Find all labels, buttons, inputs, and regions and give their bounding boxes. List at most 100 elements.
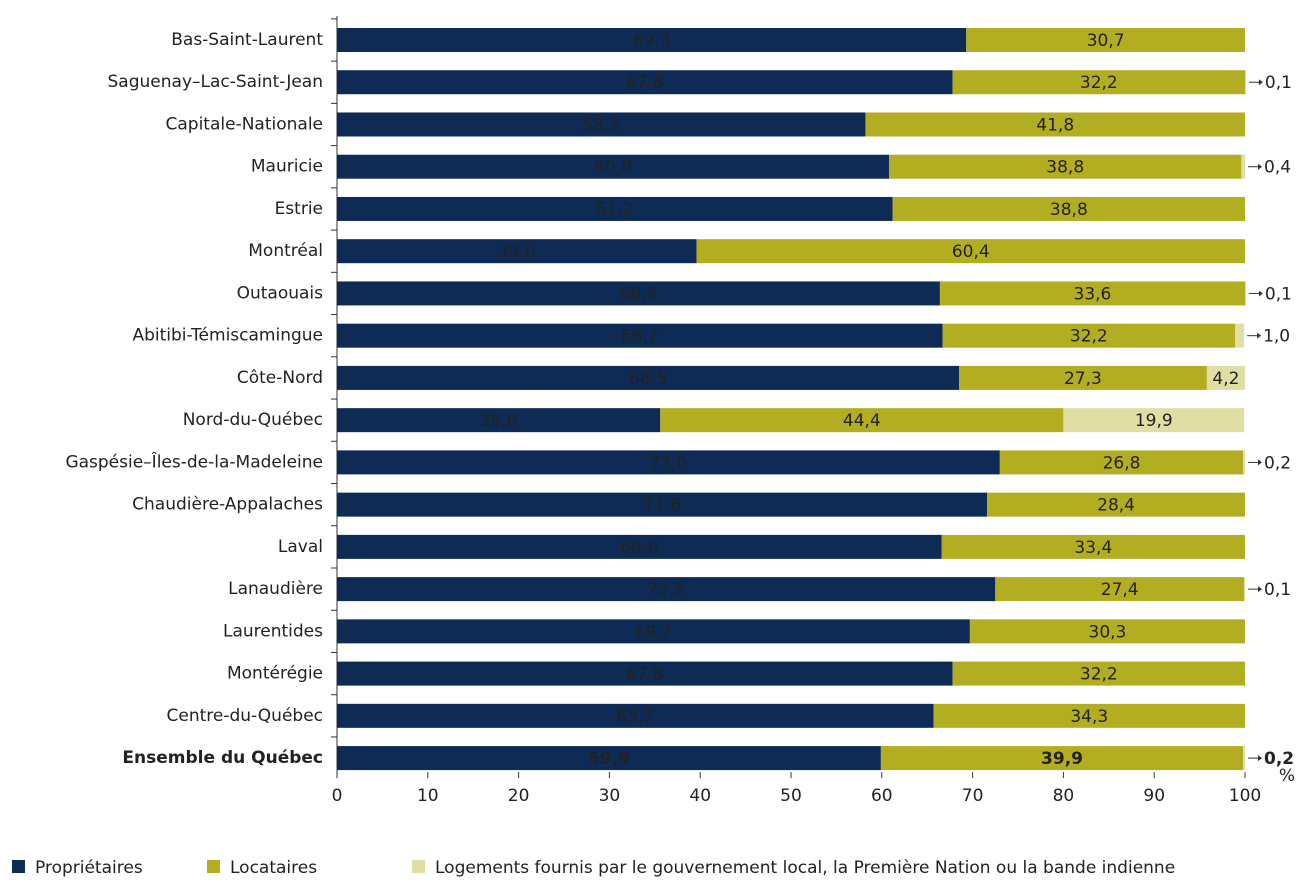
bar-segment (939, 281, 1245, 306)
value-label: 58,2 (582, 115, 620, 135)
value-label: 66,6 (620, 538, 658, 558)
bar-segment (1245, 281, 1246, 306)
bar-segment (1243, 450, 1245, 475)
y-tick-label: Montréal (248, 241, 323, 261)
value-label: 32,2 (1080, 73, 1118, 93)
callout-arrow (1258, 163, 1262, 170)
bar-segment (696, 239, 1245, 264)
legend-label: Propriétaires (35, 858, 143, 878)
legend-swatch (207, 860, 220, 873)
x-tick-label: 70 (962, 786, 984, 806)
value-label: 39,6 (498, 242, 536, 262)
legend-swatch (412, 860, 425, 873)
bar-segment (987, 492, 1245, 517)
legend-label: Locataires (230, 858, 317, 878)
bar-segment (942, 323, 1236, 348)
value-label: 66,4 (620, 284, 658, 304)
bar-segment (337, 492, 988, 517)
bar-segment (337, 661, 953, 686)
x-tick-label: 90 (1143, 786, 1165, 806)
value-label: 33,6 (1074, 284, 1112, 304)
y-tick-label: Ensemble du Québec (122, 748, 323, 768)
x-tick-label: 80 (1053, 786, 1075, 806)
bar-segment (337, 154, 890, 179)
value-label: 73,0 (649, 453, 687, 473)
value-label: 0,2 (1264, 453, 1291, 473)
bar-segment (995, 577, 1245, 602)
value-label: 27,3 (1064, 369, 1102, 389)
value-label: 0,2 (1264, 749, 1294, 769)
value-label: 59,9 (588, 749, 630, 769)
value-label: 27,4 (1101, 580, 1139, 600)
bar-segment (889, 154, 1242, 179)
y-tick-label: Laval (278, 537, 323, 557)
value-label: 0,1 (1264, 580, 1291, 600)
callout-arrow (1258, 755, 1262, 762)
y-tick-label: Outaouais (237, 283, 324, 303)
bar-segment (1241, 154, 1245, 179)
bar-segment (999, 450, 1244, 475)
value-label: 30,7 (1087, 31, 1125, 51)
value-label: 0,1 (1265, 73, 1292, 93)
bar-segment (337, 70, 953, 95)
bar-segment (1243, 746, 1245, 771)
bar-segment (337, 365, 959, 390)
y-tick-label: Saguenay–Lac-Saint-Jean (108, 72, 323, 92)
value-label: 65,7 (616, 707, 654, 727)
x-axis-unit: % (1279, 766, 1295, 786)
value-label: 35,6 (480, 411, 518, 431)
callout-arrow (1258, 459, 1262, 466)
bar-segment (1235, 323, 1245, 348)
value-label: 61,2 (596, 200, 634, 220)
bar-segment (337, 703, 934, 728)
value-label: 32,2 (1070, 327, 1108, 347)
x-tick-label: 20 (508, 786, 530, 806)
y-tick-label: Abitibi-Témiscamingue (132, 326, 323, 346)
value-label: 0,1 (1265, 284, 1292, 304)
callout-arrow (1258, 79, 1263, 86)
bar-segment (941, 534, 1245, 559)
value-label: 67,8 (626, 665, 664, 685)
bar-segment (952, 70, 1245, 95)
value-label: 1,0 (1263, 327, 1290, 347)
bar-segment (952, 661, 1245, 686)
bar-segment (337, 619, 970, 644)
value-label: 26,8 (1103, 453, 1141, 473)
bar-segment (880, 746, 1244, 771)
value-label: 0,4 (1264, 158, 1291, 178)
bar-segment (337, 239, 697, 264)
x-tick-label: 100 (1229, 786, 1261, 806)
value-label: 34,3 (1070, 707, 1108, 727)
y-tick-label: Lanaudière (228, 579, 323, 599)
legend-swatch (12, 860, 25, 873)
value-label: 32,2 (1080, 665, 1118, 685)
bar-segment (865, 112, 1245, 137)
bar-segment (892, 196, 1245, 221)
bar-segment (337, 577, 996, 602)
bar-segment (1245, 70, 1246, 95)
y-tick-label: Estrie (275, 199, 323, 219)
y-tick-label: Côte-Nord (237, 368, 323, 388)
value-label: 30,3 (1089, 622, 1127, 642)
value-label: 68,5 (629, 369, 667, 389)
value-label: 38,8 (1046, 158, 1084, 178)
value-label: 4,2 (1212, 369, 1239, 389)
x-tick-label: 10 (417, 786, 439, 806)
bar-segment (337, 281, 940, 306)
y-tick-label: Chaudière-Appalaches (132, 495, 323, 515)
bar-segment (660, 408, 1064, 433)
value-label: 28,4 (1097, 496, 1135, 516)
value-label: 71,6 (643, 496, 681, 516)
x-tick-label: 40 (689, 786, 711, 806)
bar-segment (337, 112, 866, 137)
value-label: 69,3 (633, 31, 671, 51)
callout-arrow (1258, 586, 1262, 593)
bar-segment (958, 365, 1207, 390)
bar-segment (1063, 408, 1245, 433)
value-label: 67,8 (626, 73, 664, 93)
bar-segment (1206, 365, 1245, 390)
callout-arrow (1258, 290, 1263, 297)
bar-segment (337, 534, 942, 559)
y-tick-label: Laurentides (223, 621, 323, 641)
x-tick-label: 30 (599, 786, 621, 806)
